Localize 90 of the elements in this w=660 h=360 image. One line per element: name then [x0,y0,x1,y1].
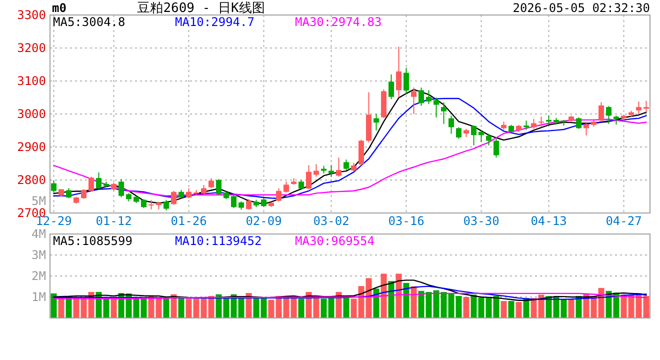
candlestick [448,115,454,134]
candlestick [164,199,169,211]
candlestick [441,102,446,124]
candlestick [576,116,582,130]
x-tick-label: 04-13 [530,214,567,228]
candlestick [606,106,612,124]
annotation: m0 [52,1,66,15]
candlestick [148,200,154,210]
chart-title: 豆粕2609 - 日K线图 [137,1,265,16]
y-tick-label: 3200 [17,41,46,55]
candlestick [328,164,334,178]
candlestick [494,138,499,158]
candlestick [388,74,394,100]
candlestick [404,67,409,95]
y-tick-label: 2M [32,269,46,283]
x-tick-label: 03-30 [463,214,500,228]
bar [50,293,57,318]
x-tick-label: 01-26 [170,214,207,228]
candlestick [584,122,589,136]
candlestick [298,180,304,190]
candlestick [471,125,476,146]
candlestick [396,46,402,98]
candlestick [284,181,289,194]
bar [373,288,380,318]
candlestick [486,133,492,146]
candlestick [246,198,252,210]
x-tick-label: 03-02 [313,214,350,228]
candlestick [598,102,604,122]
text: 5M [32,194,46,208]
candlestick [276,188,282,202]
x-tick-label: 02-09 [246,214,282,228]
line-series [53,286,647,300]
bar [568,299,574,318]
y-tick-label: 3300 [17,8,46,22]
candlestick [426,90,432,105]
candlestick [524,120,529,130]
candlestick [644,100,649,113]
bar [298,298,304,318]
y-tick-label: 3000 [17,107,46,121]
candlestick [51,180,56,194]
candlestick [434,97,439,118]
text: MA30:2974.83 [295,15,382,29]
bar [508,300,514,318]
candlestick [171,190,176,206]
text: MA30:969554 [295,234,374,248]
candlestick [96,172,102,190]
candlestick [208,178,214,189]
line-series [53,280,647,301]
candlestick [478,130,484,143]
candlestick [531,118,536,130]
bar [463,297,470,318]
x-tick-label: 01-12 [96,214,132,228]
candlestick [418,87,424,106]
text: MA5:3004.8 [53,15,126,29]
x-tick-label: 03-16 [388,214,424,228]
candlestick [358,139,364,166]
candlestick [456,126,462,140]
candlestick [336,157,342,178]
candlestick [374,114,379,131]
candlestick [231,195,236,209]
bar [178,298,184,318]
candlestick [201,184,206,195]
bar [410,286,417,318]
text: MA10:1139452 [175,234,262,248]
y-tick-label: 4M [32,227,46,241]
bar [403,282,410,318]
x-tick-label: 04-27 [606,214,642,228]
candlestick [81,188,86,200]
candlestick [186,188,192,199]
text: MA10:2994.7 [175,15,254,29]
text: MA5:1085599 [53,234,132,248]
bar [163,298,170,318]
candlestick [88,176,94,192]
bar [380,274,387,318]
candlestick [118,178,124,198]
bar [516,302,522,318]
y-tick-label: 3100 [17,74,46,88]
annotation: 2026-05-05 02:32:30 [512,1,650,15]
y-tick-label: 3M [32,248,46,262]
candlestick [216,178,222,196]
candlestick [411,87,416,114]
y-tick-label: 2900 [17,140,46,154]
candlestick [344,159,349,171]
candlestick [66,188,72,199]
candlestick [306,164,312,190]
bar [500,300,507,318]
candlestick [538,116,544,128]
candlestick [636,100,642,114]
y-tick-label: 1M [32,290,46,304]
y-tick-label: 2800 [17,173,46,187]
